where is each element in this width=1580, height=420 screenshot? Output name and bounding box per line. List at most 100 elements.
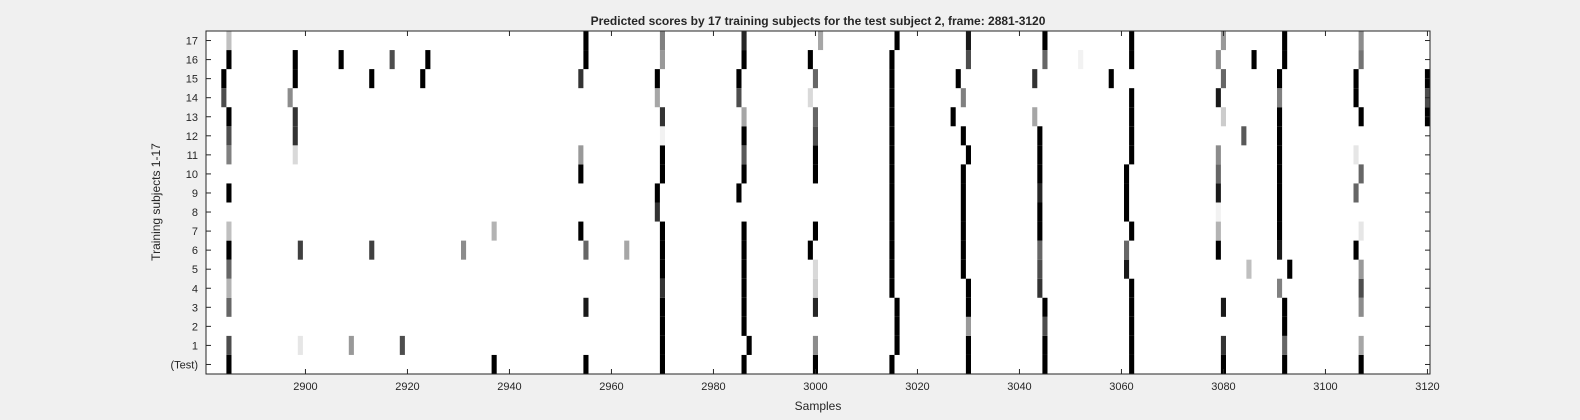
heatmap-cell [1358, 50, 1364, 70]
heatmap-cell [965, 50, 971, 70]
x-tick-label: 3100 [1313, 381, 1337, 393]
heatmap-cell [338, 50, 344, 70]
heatmap-cell [425, 50, 431, 70]
x-tick-label: 2900 [293, 381, 317, 393]
heatmap-cell [960, 88, 966, 108]
heatmap-cell [889, 202, 895, 222]
heatmap-cell [659, 50, 665, 70]
heatmap-cell [741, 278, 747, 298]
x-tick-label: 2920 [395, 381, 419, 393]
heatmap-cell [399, 335, 405, 355]
heatmap-cell [624, 240, 630, 260]
heatmap-cell [659, 221, 665, 241]
heatmap-cell [894, 297, 900, 317]
x-axis: 2900 2920 2940 2960 2980 3000 3020 3040 3060 3080… [293, 31, 1440, 393]
heatmap-cell [812, 354, 818, 374]
heatmap-cell [889, 50, 895, 70]
heatmap-cell [1277, 126, 1283, 146]
heatmap-cell [894, 31, 900, 51]
heatmap-cell [292, 126, 298, 146]
heatmap-cell [583, 240, 589, 260]
y-tick-label: 9 [192, 188, 198, 200]
heatmap-cell [1215, 221, 1221, 241]
heatmap-cell [1042, 50, 1048, 70]
heatmap-cell [812, 107, 818, 127]
heatmap-cell [1277, 183, 1283, 203]
heatmap-cell [812, 335, 818, 355]
heatmap-cell [1037, 202, 1043, 222]
heatmap-cell [960, 183, 966, 203]
heatmap-cell [1358, 354, 1364, 374]
heatmap-cell [807, 88, 813, 108]
y-tick-label: 8 [192, 207, 198, 219]
heatmap-cell [221, 88, 227, 108]
heatmap-cell [1220, 335, 1226, 355]
heatmap-cell [221, 69, 227, 89]
heatmap-cell [1277, 107, 1283, 127]
heatmap-cell [812, 145, 818, 165]
heatmap-cell [1277, 240, 1283, 260]
heatmap-cell [1277, 69, 1283, 89]
heatmap-cell [1358, 297, 1364, 317]
heatmap-cell [1042, 297, 1048, 317]
heatmap-cell [1129, 145, 1135, 165]
heatmap-cell [659, 164, 665, 184]
heatmap-cell [1037, 145, 1043, 165]
heatmap-cell [1215, 164, 1221, 184]
heatmap-cell [654, 183, 660, 203]
heatmap-cell [889, 278, 895, 298]
y-tick-label: 14 [186, 93, 198, 105]
heatmap-cell [369, 69, 375, 89]
heatmap-cell [1032, 69, 1038, 89]
heatmap-cell [578, 221, 584, 241]
heatmap-cell [955, 69, 961, 89]
x-axis-label: Samples [795, 399, 842, 413]
heatmap-cell [1353, 69, 1359, 89]
heatmap-cell [1124, 259, 1130, 279]
heatmap-cell [889, 69, 895, 89]
heatmap-cell [960, 164, 966, 184]
heatmap-cell [226, 145, 232, 165]
heatmap-cell [1129, 278, 1135, 298]
heatmap-cell [807, 240, 813, 260]
heatmap-cell [287, 88, 293, 108]
heatmap-cell [889, 126, 895, 146]
heatmap-cell [812, 278, 818, 298]
heatmap-cell [1042, 354, 1048, 374]
y-tick-label: 4 [192, 283, 198, 295]
heatmap-cell [894, 316, 900, 336]
heatmap-cell [889, 259, 895, 279]
y-tick-label: 5 [192, 264, 198, 276]
heatmap-cell [889, 145, 895, 165]
heatmap-cell [741, 354, 747, 374]
heatmap-cell [1129, 88, 1135, 108]
heatmap-cell [1215, 145, 1221, 165]
heatmap-cell [1129, 31, 1135, 51]
heatmap-cell [1129, 354, 1135, 374]
heatmap-cell [1282, 335, 1288, 355]
heatmap-cell [226, 107, 232, 127]
heatmap-cell [297, 240, 303, 260]
heatmap-cell [889, 183, 895, 203]
heatmap-cell [889, 240, 895, 260]
heatmap-cell [741, 297, 747, 317]
heatmap-cell [1037, 259, 1043, 279]
heatmap-cell [659, 297, 665, 317]
heatmap-cell [1282, 316, 1288, 336]
heatmap-cell [741, 50, 747, 70]
heatmap-cell [226, 335, 232, 355]
heatmap-cell [654, 88, 660, 108]
heatmap-cell [1129, 316, 1135, 336]
heatmap-cell [1358, 107, 1364, 127]
heatmap-cell [1129, 221, 1135, 241]
heatmap-cell [659, 354, 665, 374]
heatmap-cell [1282, 50, 1288, 70]
y-tick-label: 12 [186, 131, 198, 143]
heatmap-cell [889, 88, 895, 108]
heatmap-cell [292, 69, 298, 89]
heatmap-cell [741, 259, 747, 279]
heatmap-cell [812, 259, 818, 279]
heatmap-cell [1220, 297, 1226, 317]
heatmap-cell [583, 354, 589, 374]
